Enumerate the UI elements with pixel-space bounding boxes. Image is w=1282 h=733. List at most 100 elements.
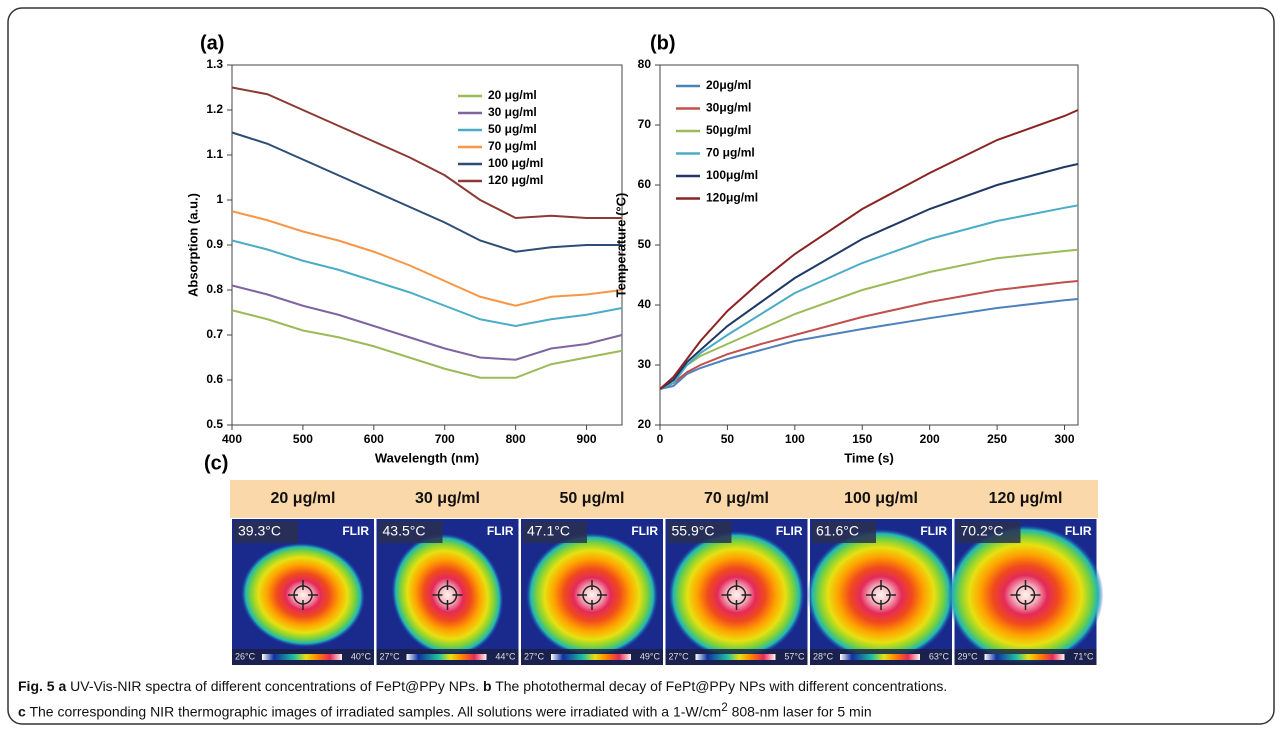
x-tick-label: 600	[364, 432, 384, 446]
data-line	[659, 163, 1079, 390]
data-line	[231, 309, 623, 379]
reading-box	[812, 521, 876, 543]
scale-min: 27°C	[669, 651, 690, 661]
image-title: 120 μg/ml	[989, 490, 1063, 507]
y-tick-label: 50	[638, 237, 652, 251]
reading-box	[523, 521, 587, 543]
y-tick-label: 80	[638, 57, 652, 71]
temperature-reading: 47.1°C	[527, 523, 570, 539]
data-line	[659, 298, 1079, 390]
x-tick-label: 0	[657, 432, 664, 446]
y-tick-label: 20	[638, 417, 652, 431]
legend-label: 70 μg/ml	[488, 139, 537, 153]
y-tick-label: 70	[638, 117, 652, 131]
crosshair	[432, 580, 463, 610]
y-tick-label: 1.1	[206, 147, 223, 161]
legend-label: 30μg/ml	[706, 101, 751, 115]
legend-label: 50μg/ml	[706, 123, 751, 137]
temperature-reading: 43.5°C	[383, 523, 426, 539]
scale-max: 71°C	[1073, 651, 1094, 661]
data-line	[231, 86, 622, 220]
x-tick-label: 100	[785, 432, 805, 446]
scale-min: 26°C	[235, 651, 256, 661]
y-tick-label: 0.9	[206, 237, 223, 251]
x-tick-label: 500	[293, 432, 313, 446]
image-title: 20 μg/ml	[271, 490, 336, 507]
crosshair	[866, 580, 896, 610]
panel-c-header	[230, 480, 1098, 518]
plot-frame	[659, 64, 1079, 426]
brand-logo: FLIR	[920, 524, 947, 538]
crosshair	[288, 580, 318, 610]
x-tick-label: 50	[721, 432, 735, 446]
thermal-blob	[241, 542, 365, 648]
y-tick-label: 40	[638, 297, 652, 311]
brand-logo: FLIR	[776, 524, 803, 538]
data-line	[659, 280, 1079, 390]
x-tick-label: 800	[506, 432, 526, 446]
crosshair	[1010, 580, 1041, 610]
scale-bar	[695, 654, 776, 660]
data-line	[659, 109, 1079, 390]
temperature-reading: 70.2°C	[961, 523, 1004, 539]
caption-text: 808-nm laser for 5 min	[731, 703, 872, 720]
crosshair	[577, 580, 607, 610]
x-axis-label: Time (s)	[844, 450, 894, 465]
scale-max: 49°C	[640, 651, 661, 661]
thermal-blob	[391, 533, 504, 657]
y-tick-label: 0.8	[206, 282, 223, 296]
scale-max: 57°C	[784, 651, 805, 661]
panel-label: (b)	[650, 32, 676, 54]
reading-box	[234, 521, 298, 543]
y-tick-label: 0.6	[206, 372, 223, 386]
y-tick-label: 1	[216, 192, 223, 206]
x-tick-label: 300	[1055, 432, 1075, 446]
scale-bar	[406, 654, 487, 660]
y-tick-label: 30	[638, 357, 652, 371]
scale-max: 63°C	[929, 651, 950, 661]
thermal-blob	[807, 529, 955, 661]
x-tick-label: 900	[577, 432, 597, 446]
y-tick-label: 1.2	[206, 102, 223, 116]
thermal-blob	[947, 525, 1104, 665]
reading-box	[956, 521, 1021, 543]
scale-bar	[551, 654, 631, 660]
image-title: 100 μg/ml	[844, 490, 918, 507]
reading-box	[667, 521, 732, 543]
temperature-reading: 61.6°C	[816, 523, 859, 539]
scale-min: 27°C	[524, 651, 545, 661]
x-tick-label: 200	[920, 432, 940, 446]
image-title: 50 μg/ml	[560, 490, 625, 507]
reading-box	[378, 521, 443, 543]
caption-sup: 2	[721, 701, 728, 714]
scale-max: 44°C	[495, 651, 516, 661]
caption: Fig. 5 a UV-Vis-NIR spectra of different…	[18, 676, 1268, 723]
data-line	[659, 204, 1079, 390]
scale-bar	[262, 654, 342, 660]
data-line	[231, 284, 623, 361]
y-tick-label: 1.3	[206, 57, 223, 71]
legend-label: 20 μg/ml	[488, 88, 537, 102]
y-axis-label: Temperature (°C)	[613, 193, 628, 298]
legend-label: 120μg/ml	[706, 191, 758, 205]
x-tick-label: 150	[852, 432, 872, 446]
y-axis-label: Absorption (a.u.)	[185, 193, 200, 297]
caption-text: The photothermal decay of FePt@PPy NPs w…	[495, 678, 948, 694]
scale-min: 29°C	[958, 651, 979, 661]
data-line	[231, 239, 623, 328]
legend-label: 100 μg/ml	[488, 156, 543, 170]
figure-border	[7, 7, 1275, 725]
caption-label: Fig. 5	[18, 678, 55, 694]
legend-label: 100μg/ml	[706, 168, 758, 182]
brand-logo: FLIR	[342, 524, 369, 538]
thermal-blob	[526, 533, 658, 657]
brand-logo: FLIR	[631, 524, 658, 538]
y-tick-label: 0.5	[206, 417, 223, 431]
y-tick-label: 60	[638, 177, 652, 191]
legend-label: 50 μg/ml	[488, 122, 537, 136]
caption-letter: c	[18, 703, 26, 720]
thermal-blob	[668, 531, 805, 659]
image-title: 30 μg/ml	[415, 490, 480, 507]
scale-bar	[984, 654, 1065, 660]
